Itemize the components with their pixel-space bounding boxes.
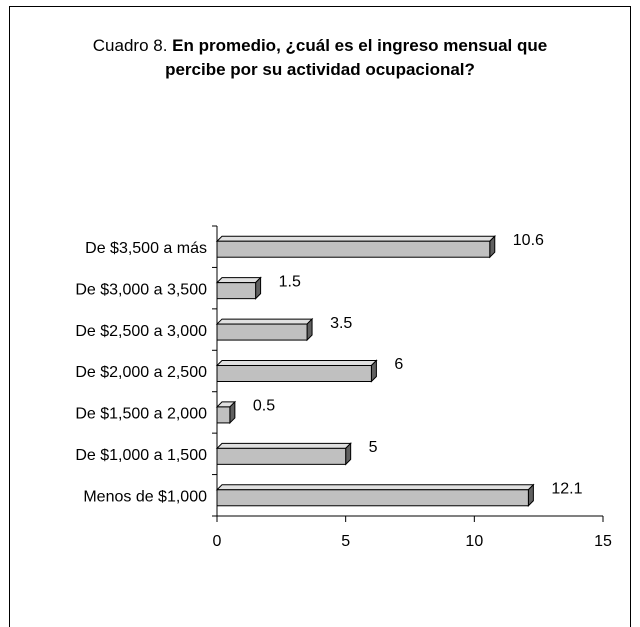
value-label: 5 — [369, 439, 378, 456]
chart-title: En promedio, ¿cuál es el ingreso mensual… — [165, 36, 548, 79]
value-label: 1.5 — [279, 273, 301, 290]
y-tick-label: De $3,500 a más — [85, 240, 207, 257]
bar — [216, 282, 257, 300]
x-tick-label: 10 — [465, 533, 483, 550]
bar-top — [215, 235, 496, 242]
y-tick-label: Menos de $1,000 — [83, 489, 207, 506]
bar — [216, 489, 529, 507]
bar-top — [215, 277, 262, 284]
bar-top — [215, 360, 378, 366]
y-tick-label: De $2,500 a 3,000 — [75, 323, 207, 340]
value-label: 10.6 — [513, 232, 544, 249]
value-label: 0.5 — [253, 398, 275, 415]
y-tick-label: De $1,500 a 2,000 — [75, 406, 207, 423]
x-tick-label: 5 — [341, 533, 350, 550]
x-tick-label: 0 — [213, 533, 222, 550]
y-tick-label: De $3,000 a 3,500 — [75, 281, 207, 298]
bar — [216, 406, 231, 424]
bar — [216, 447, 347, 465]
y-tick-label: De $1,000 a 1,500 — [75, 447, 207, 464]
y-tick-label: De $2,000 a 2,500 — [75, 364, 207, 381]
title-prefix: Cuadro 8. — [92, 36, 168, 55]
value-label: 3.5 — [330, 315, 352, 332]
chart-title-block: Cuadro 8. En promedio, ¿cuál es el ingre… — [80, 34, 560, 82]
value-label: 6 — [394, 356, 403, 373]
bar-top — [215, 442, 352, 449]
bar-top — [215, 484, 535, 491]
bar — [216, 365, 372, 382]
bar — [216, 323, 308, 341]
value-label: 12.1 — [551, 481, 582, 498]
chart-frame — [9, 6, 631, 627]
bar — [216, 240, 491, 258]
x-tick-label: 15 — [594, 533, 612, 550]
bar-top — [215, 318, 314, 325]
